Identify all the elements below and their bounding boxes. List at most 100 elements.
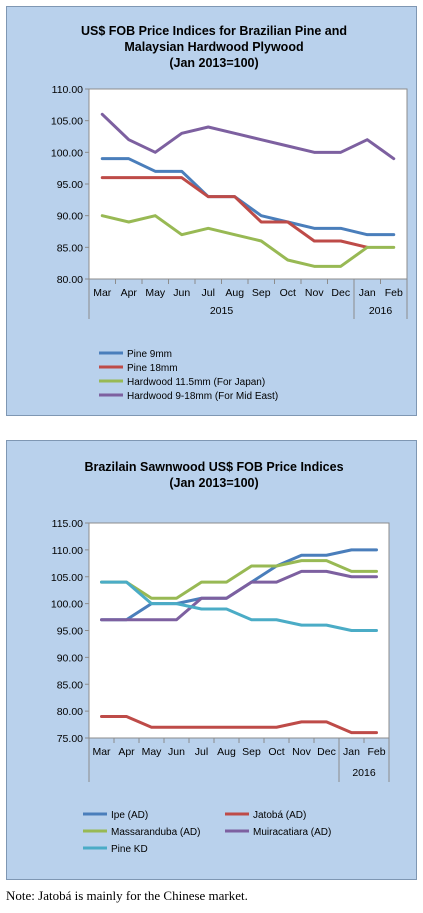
x-tick-label: Mar — [92, 746, 111, 758]
data-point — [154, 170, 157, 173]
data-point — [175, 602, 178, 605]
data-point — [392, 233, 395, 236]
series-line — [100, 569, 378, 622]
data-point — [375, 575, 378, 578]
data-point — [175, 597, 178, 600]
data-point — [250, 618, 253, 621]
x-tick-label: Jun — [168, 746, 185, 758]
chart-title-line: US$ FOB Price Indices for Brazilian Pine… — [81, 24, 347, 38]
data-point — [125, 715, 128, 718]
data-point — [180, 170, 183, 173]
data-point — [200, 726, 203, 729]
data-point — [101, 214, 104, 217]
data-point — [325, 554, 328, 557]
plywood-chart: US$ FOB Price Indices for Brazilian Pine… — [51, 24, 408, 402]
x-tick-label: Mar — [93, 287, 112, 299]
y-tick-label: 105.00 — [51, 116, 83, 128]
data-point — [339, 151, 342, 154]
data-point — [286, 221, 289, 223]
data-point — [180, 176, 183, 179]
data-point — [207, 126, 210, 128]
data-point — [325, 624, 328, 626]
data-point — [127, 176, 130, 179]
data-point — [233, 132, 236, 135]
data-point — [150, 618, 153, 621]
data-point — [350, 731, 353, 734]
chart-title-line: (Jan 2013=100) — [169, 476, 258, 490]
data-point — [180, 233, 183, 236]
legend-entry: Ipe (AD) — [111, 810, 148, 821]
data-point — [250, 726, 253, 729]
data-point — [225, 581, 228, 583]
x-tick-label: Aug — [225, 287, 244, 299]
data-point — [225, 597, 228, 600]
data-point — [101, 157, 104, 160]
legend-entry: Hardwood 9-18mm (For Mid East) — [127, 391, 278, 402]
year-label: 2016 — [352, 767, 376, 779]
data-point — [127, 138, 130, 141]
data-point — [125, 581, 128, 583]
legend-entry: Massaranduba (AD) — [111, 827, 200, 838]
data-point — [350, 629, 353, 632]
footnote: Note: Jatobá is mainly for the Chinese m… — [6, 888, 248, 903]
data-point — [250, 581, 253, 583]
x-tick-label: Jun — [173, 287, 190, 299]
x-tick-label: Jul — [202, 287, 215, 299]
y-tick-label: 100.00 — [51, 147, 83, 159]
x-tick-label: Nov — [305, 287, 324, 299]
data-point — [375, 549, 378, 551]
data-point — [180, 132, 183, 135]
y-tick-label: 85.00 — [57, 679, 83, 691]
data-point — [101, 176, 104, 179]
x-tick-label: May — [145, 287, 166, 299]
year-label: 2016 — [369, 305, 393, 317]
x-tick-label: Jul — [195, 746, 208, 758]
data-point — [101, 113, 104, 116]
data-point — [300, 570, 303, 573]
x-tick-label: Dec — [331, 287, 350, 299]
series-line — [100, 559, 378, 600]
data-point — [300, 559, 303, 562]
data-point — [313, 265, 316, 268]
data-point — [260, 240, 263, 242]
data-point — [300, 721, 303, 723]
x-tick-label: Apr — [121, 287, 138, 299]
data-point — [325, 559, 328, 562]
data-point — [100, 618, 103, 621]
data-point — [313, 240, 316, 242]
series-line — [100, 580, 378, 632]
series-line — [100, 157, 396, 237]
y-tick-label: 80.00 — [57, 274, 83, 286]
chart-title-line: (Jan 2013=100) — [169, 56, 258, 70]
y-tick-label: 105.00 — [51, 572, 83, 584]
data-point — [150, 597, 153, 600]
x-tick-label: Jan — [343, 746, 360, 758]
data-point — [275, 726, 278, 729]
y-tick-label: 95.00 — [57, 179, 83, 191]
data-point — [366, 246, 369, 249]
data-point — [250, 565, 253, 567]
data-point — [375, 731, 378, 734]
legend-entry: Pine 18mm — [127, 363, 178, 374]
data-point — [375, 570, 378, 573]
legend-entry: Jatobá (AD) — [253, 810, 306, 821]
data-point — [392, 246, 395, 249]
data-point — [325, 721, 328, 723]
sawnwood-chart-panel: Brazilain Sawnwood US$ FOB Price Indices… — [6, 440, 417, 880]
data-point — [200, 608, 203, 610]
data-point — [225, 608, 228, 610]
y-tick-label: 75.00 — [57, 733, 83, 745]
data-point — [154, 176, 157, 179]
data-point — [150, 726, 153, 729]
data-point — [275, 618, 278, 621]
y-tick-label: 95.00 — [57, 626, 83, 638]
data-point — [100, 715, 103, 718]
data-point — [233, 195, 236, 198]
data-point — [200, 581, 203, 583]
data-point — [350, 575, 353, 578]
data-point — [325, 570, 328, 573]
data-point — [233, 233, 236, 236]
data-point — [100, 581, 103, 583]
data-point — [260, 221, 263, 223]
data-point — [350, 549, 353, 551]
